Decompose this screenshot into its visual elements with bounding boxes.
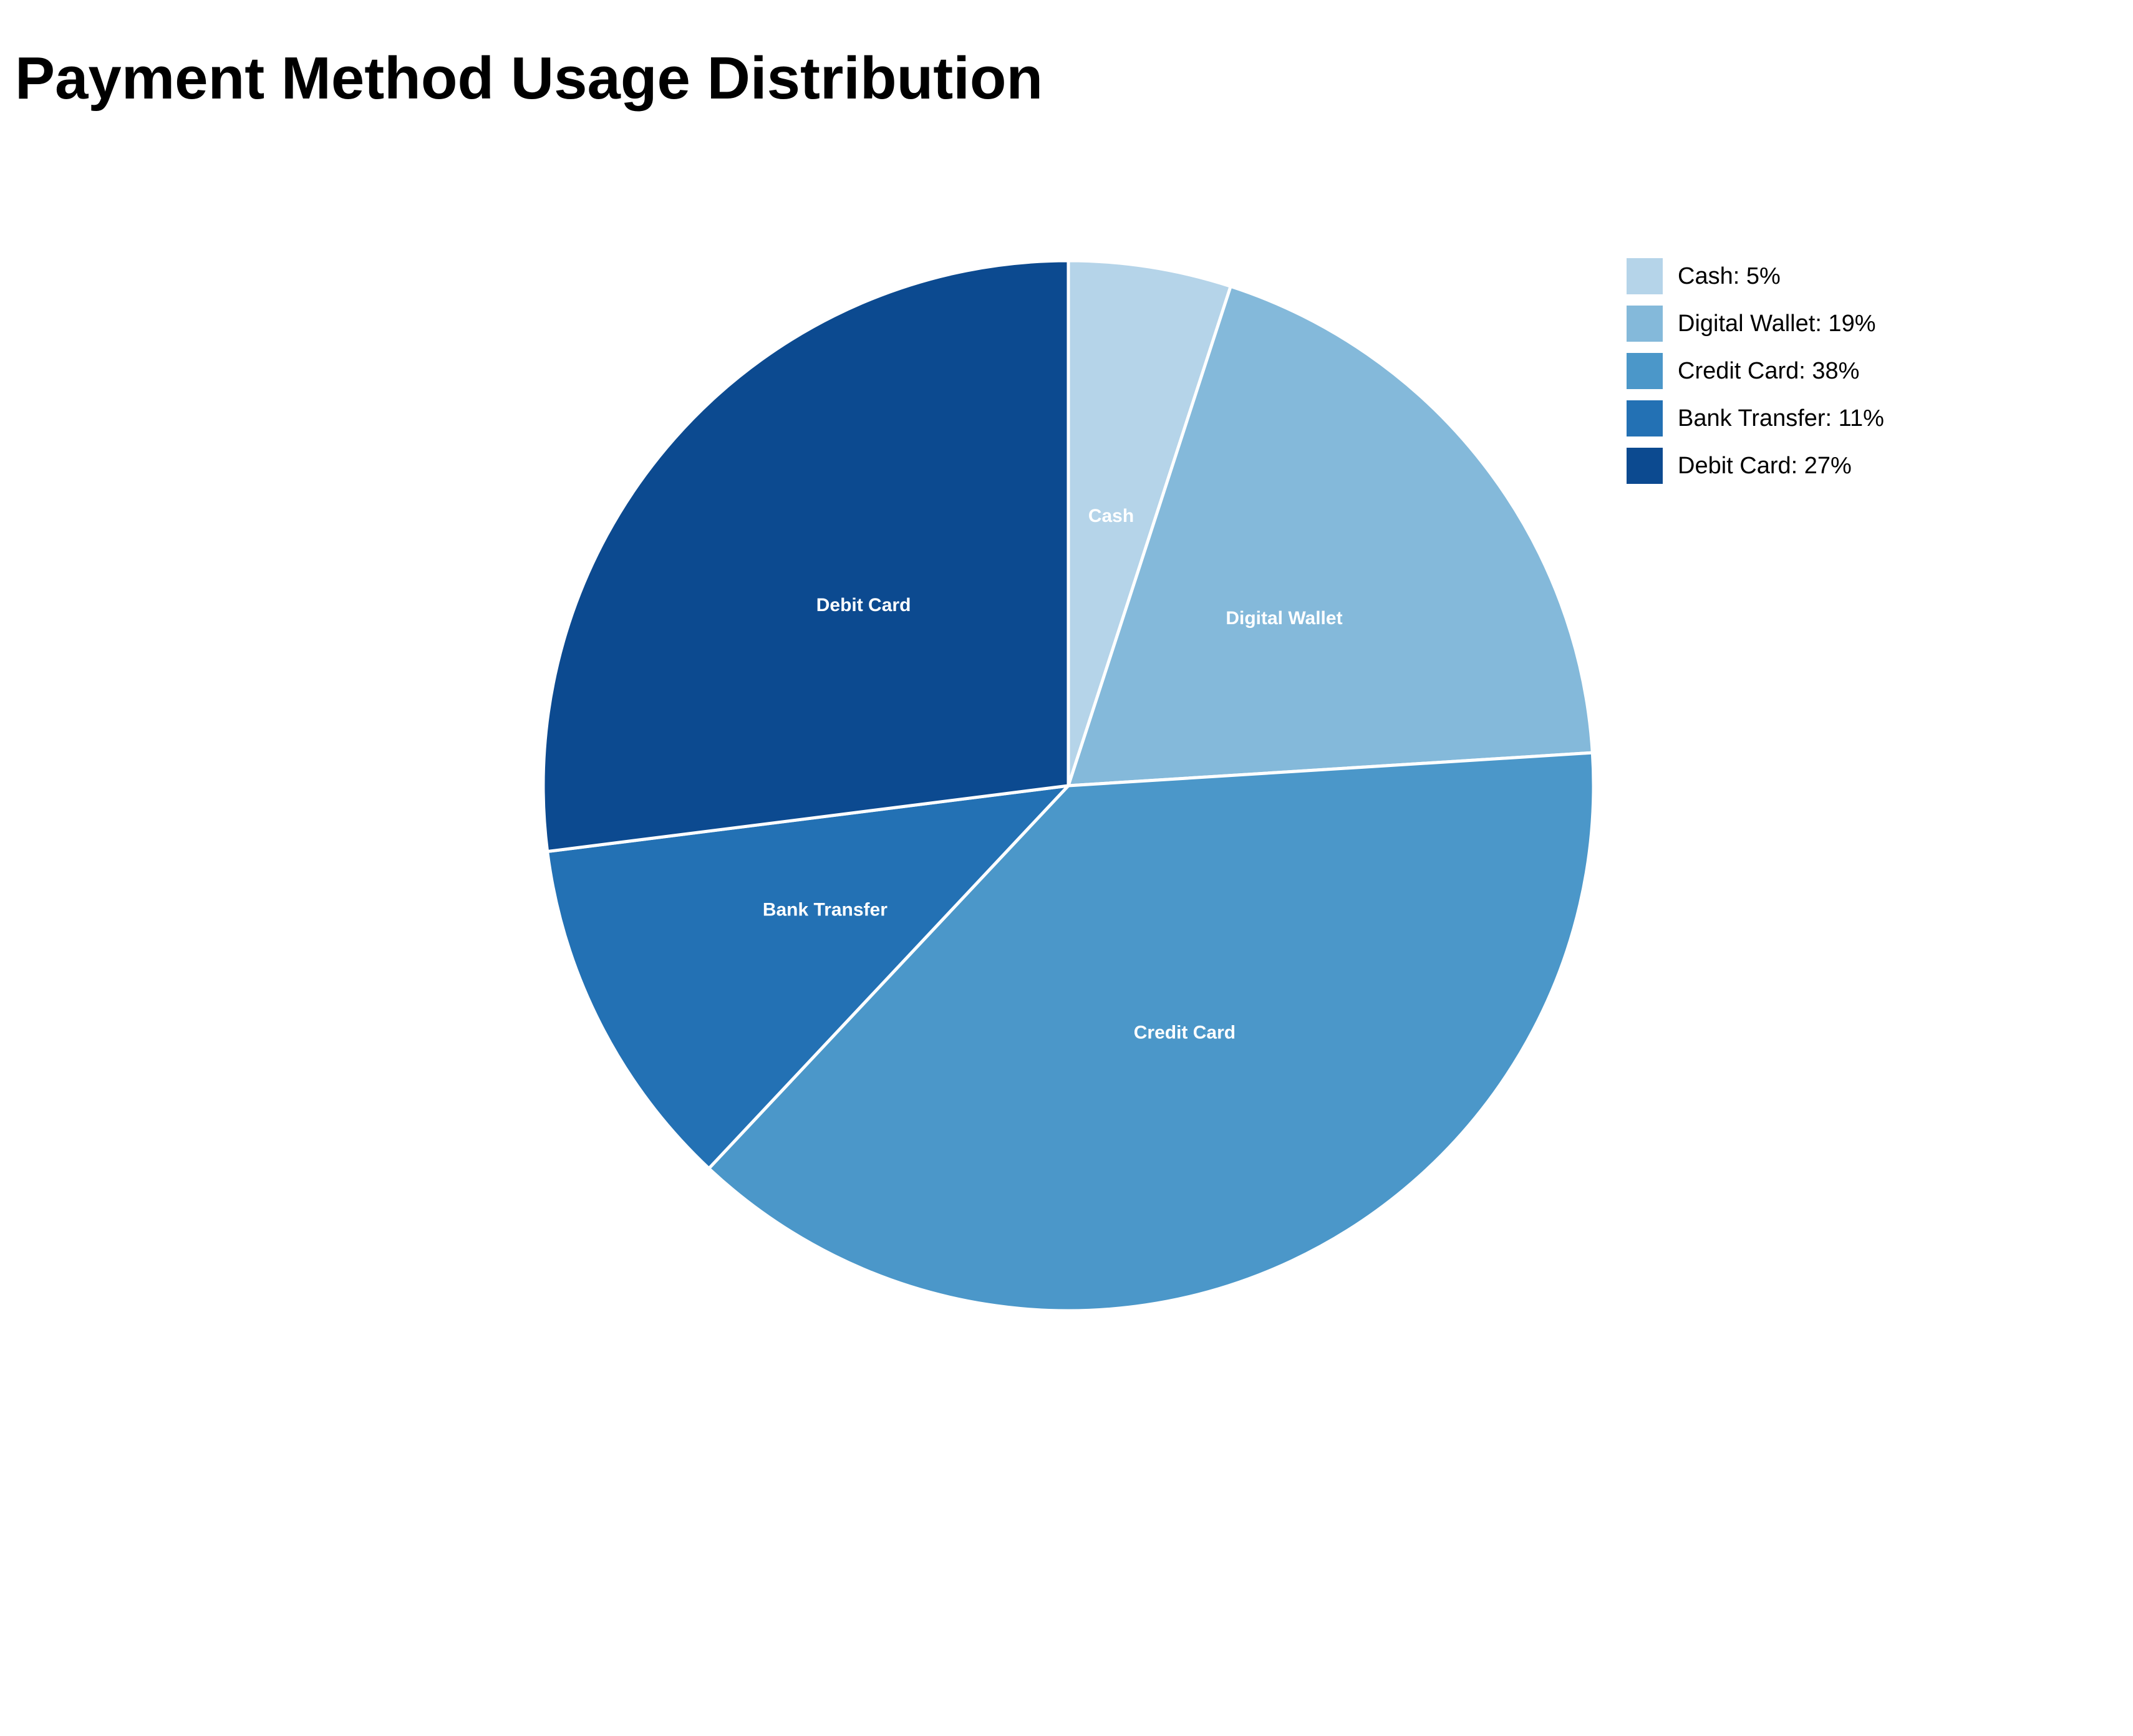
- legend-swatch-credit-card: [1627, 353, 1663, 389]
- pie-slice-credit-card: [707, 751, 1595, 1313]
- legend: Cash: 5% Digital Wallet: 19% Credit Card: …: [1627, 258, 1884, 484]
- pie-slice-debit-card: [541, 259, 1070, 854]
- legend-label-debit-card: Debit Card: 27%: [1678, 453, 1852, 479]
- legend-swatch-cash: [1627, 258, 1663, 294]
- legend-label-digital-wallet: Digital Wallet: 19%: [1678, 311, 1876, 337]
- slice-label-debit-card: Debit Card: [816, 595, 911, 615]
- legend-label-bank-transfer: Bank Transfer: 11%: [1678, 405, 1884, 432]
- slice-label-cash: Cash: [1088, 506, 1134, 526]
- slice-label-digital-wallet: Digital Wallet: [1226, 608, 1342, 629]
- pie-slices: [541, 259, 1595, 1313]
- legend-swatch-digital-wallet: [1627, 306, 1663, 342]
- legend-swatch-debit-card: [1627, 448, 1663, 484]
- chart-title: Payment Method Usage Distribution: [15, 45, 1043, 112]
- slice-label-bank-transfer: Bank Transfer: [763, 899, 888, 920]
- pie-slice-cash: [1066, 259, 1232, 788]
- slice-labels: Cash Digital Wallet Credit Card Bank Transf…: [763, 506, 1343, 1043]
- legend-label-credit-card: Credit Card: 38%: [1678, 358, 1859, 384]
- legend-swatch-bank-transfer: [1627, 400, 1663, 436]
- slice-label-credit-card: Credit Card: [1134, 1023, 1236, 1043]
- legend-label-cash: Cash: 5%: [1678, 263, 1781, 289]
- pie-slice-bank-transfer: [546, 784, 1070, 1170]
- pie-slice-digital-wallet: [1066, 284, 1594, 788]
